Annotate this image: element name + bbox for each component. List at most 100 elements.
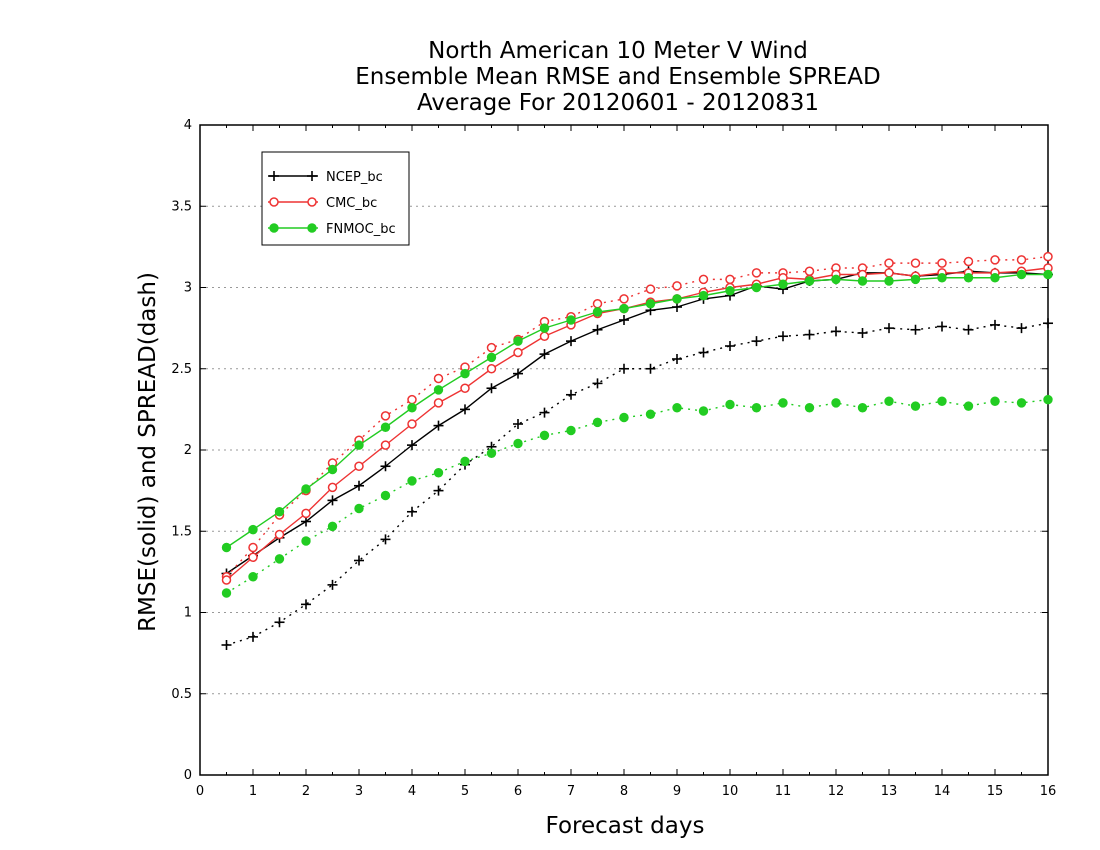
data-point-spread-ncep-bc (1016, 323, 1027, 334)
data-point-rmse-fnmoc-bc (486, 352, 497, 363)
data-point-rmse-fnmoc-bc (301, 484, 311, 494)
data-point-spread-fnmoc-bc (433, 468, 444, 478)
data-point-rmse-cmc-bc (460, 383, 470, 393)
data-point-spread-cmc-bc (380, 411, 391, 421)
data-point-rmse-ncep-bc (327, 495, 338, 506)
data-point-rmse-cmc-bc (486, 364, 497, 374)
data-point-rmse-cmc-bc (274, 529, 285, 540)
data-point-rmse-fnmoc-bc (407, 403, 417, 413)
data-point-spread-ncep-bc (592, 378, 603, 389)
data-point-rmse-fnmoc-bc (566, 315, 576, 325)
data-point-spread-fnmoc-bc (248, 572, 258, 582)
data-point-rmse-cmc-bc (539, 331, 550, 341)
y-axis: 0 0.5 1 1.5 2 2.5 3 3.5 4 (171, 118, 1048, 783)
data-point-spread-fnmoc-bc (937, 396, 947, 406)
data-point-spread-fnmoc-bc (672, 403, 682, 413)
y-tick-label: 0 (184, 768, 192, 783)
data-point-spread-ncep-bc (1043, 318, 1053, 329)
x-tick-label: 0 (196, 784, 204, 799)
data-point-rmse-fnmoc-bc (963, 273, 974, 283)
data-point-spread-fnmoc-bc (725, 399, 735, 410)
data-point-spread-ncep-bc (963, 324, 974, 335)
data-point-spread-ncep-bc (831, 326, 841, 337)
data-point-rmse-cmc-bc (327, 482, 338, 493)
data-point-spread-ncep-bc (645, 363, 656, 374)
legend-label: NCEP_bc (326, 170, 383, 185)
data-point-spread-ncep-bc (619, 363, 629, 374)
data-point-spread-fnmoc-bc (884, 396, 894, 406)
data-point-spread-ncep-bc (274, 617, 285, 628)
data-point-spread-fnmoc-bc (1016, 398, 1027, 408)
series-spread-line-cmc-bc (225, 255, 1049, 578)
data-point-spread-ncep-bc (354, 555, 364, 566)
data-point-spread-ncep-bc (804, 329, 815, 340)
data-point-spread-fnmoc-bc (301, 536, 311, 546)
data-point-spread-fnmoc-bc (566, 425, 576, 436)
data-point-spread-cmc-bc (486, 342, 497, 353)
data-point-rmse-fnmoc-bc (460, 368, 470, 379)
data-point-rmse-fnmoc-bc (327, 464, 338, 475)
series-spread-line-fnmoc-bc (226, 398, 1049, 594)
data-point-spread-cmc-bc (884, 258, 894, 268)
data-point-rmse-fnmoc-bc (1016, 269, 1027, 280)
y-axis-label: RMSE(solid) and SPREAD(dash) (135, 272, 161, 632)
data-point-rmse-cmc-bc (433, 398, 444, 408)
data-point-spread-fnmoc-bc (1043, 394, 1053, 405)
data-point-rmse-fnmoc-bc (354, 440, 364, 450)
data-point-spread-fnmoc-bc (407, 476, 417, 486)
data-point-rmse-fnmoc-bc (433, 385, 444, 395)
data-point-rmse-fnmoc-bc (513, 336, 523, 346)
data-point-spread-cmc-bc (751, 268, 762, 278)
chart-title-line: Ensemble Mean RMSE and Ensemble SPREAD (355, 64, 880, 90)
y-tick-label: 1.5 (171, 524, 192, 539)
y-tick-label: 3.5 (171, 199, 192, 214)
data-point-spread-ncep-bc (327, 579, 338, 590)
data-point-rmse-fnmoc-bc (937, 273, 947, 283)
data-point-spread-fnmoc-bc (354, 503, 364, 514)
y-tick-label: 1 (184, 606, 192, 621)
x-axis-label: Forecast days (546, 813, 705, 839)
data-point-rmse-fnmoc-bc (380, 422, 391, 432)
data-point-spread-cmc-bc (725, 274, 735, 285)
legend-box (261, 151, 410, 246)
data-point-rmse-fnmoc-bc (804, 276, 815, 286)
data-point-rmse-cmc-bc (407, 419, 417, 429)
data-point-spread-ncep-bc (884, 323, 894, 334)
data-point-rmse-fnmoc-bc (831, 274, 841, 285)
data-point-spread-cmc-bc (672, 281, 682, 291)
legend-marker (269, 171, 279, 181)
data-point-spread-ncep-bc (221, 640, 232, 650)
x-tick-label: 1 (249, 784, 257, 799)
data-point-spread-fnmoc-bc (380, 490, 391, 501)
data-point-spread-ncep-bc (672, 354, 682, 364)
data-point-spread-fnmoc-bc (857, 403, 868, 413)
data-point-spread-ncep-bc (937, 321, 947, 332)
data-point-spread-ncep-bc (698, 347, 709, 358)
data-point-rmse-fnmoc-bc (778, 279, 788, 289)
data-point-spread-cmc-bc (804, 266, 815, 276)
data-point-rmse-fnmoc-bc (751, 282, 762, 293)
legend-label: FNMOC_bc (326, 222, 396, 237)
legend-marker (307, 171, 317, 181)
data-point-rmse-ncep-bc (539, 349, 550, 360)
x-tick-label: 7 (567, 784, 575, 799)
data-point-spread-fnmoc-bc (460, 456, 470, 467)
x-tick-label: 11 (775, 784, 792, 799)
data-point-spread-cmc-bc (619, 294, 629, 304)
y-tick-label: 4 (184, 118, 192, 133)
data-point-spread-ncep-bc (539, 407, 550, 418)
data-point-rmse-ncep-bc (433, 420, 444, 431)
data-point-rmse-fnmoc-bc (672, 294, 682, 304)
data-point-rmse-cmc-bc (248, 552, 258, 562)
legend-marker (307, 197, 317, 207)
data-point-spread-fnmoc-bc (990, 396, 1000, 406)
chart-title-line: North American 10 Meter V Wind (428, 38, 808, 64)
data-point-spread-ncep-bc (433, 485, 444, 496)
data-point-rmse-cmc-bc (301, 508, 311, 519)
data-point-rmse-cmc-bc (513, 347, 523, 358)
x-tick-label: 9 (673, 784, 681, 799)
data-point-rmse-ncep-bc (460, 404, 470, 415)
data-point-spread-ncep-bc (407, 506, 417, 517)
